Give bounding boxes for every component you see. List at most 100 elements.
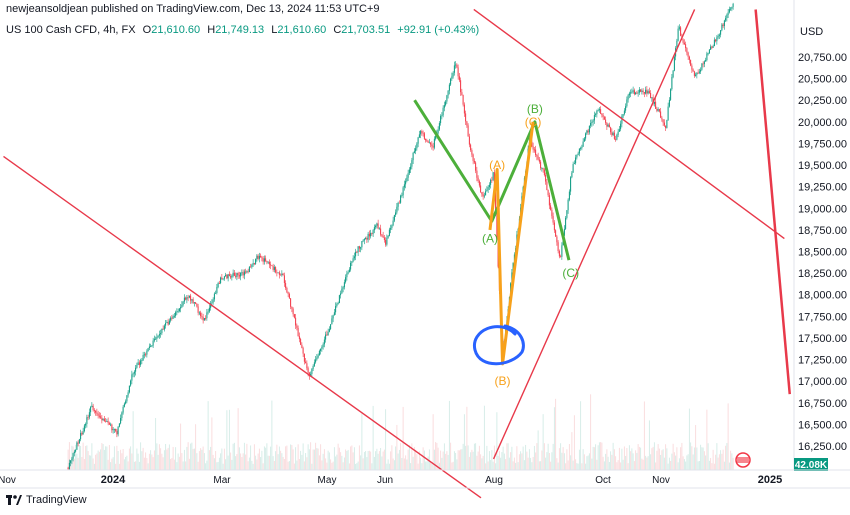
volume-bar: [235, 456, 237, 470]
candle-body: [255, 259, 257, 264]
candle-body: [143, 354, 145, 356]
volume-bar: [428, 449, 430, 470]
volume-bar: [381, 456, 383, 470]
volume-bar: [713, 463, 715, 470]
volume-bar: [532, 457, 534, 470]
volume-bar: [267, 455, 269, 470]
volume-bar: [343, 457, 345, 470]
trend-line[interactable]: [3, 155, 482, 499]
volume-bar: [111, 458, 113, 470]
volume-bar: [442, 451, 444, 470]
candle-body: [270, 264, 272, 266]
symbol-name[interactable]: US 100 Cash CFD, 4h, FX: [6, 24, 136, 36]
trend-line[interactable]: [754, 9, 791, 395]
candle-body: [458, 76, 460, 81]
candle-body: [320, 348, 322, 351]
volume-bar: [152, 457, 154, 470]
candle-body: [250, 266, 252, 268]
candle-body: [452, 72, 454, 77]
green-wave-line[interactable]: [413, 99, 571, 261]
trend-line[interactable]: [473, 8, 785, 240]
volume-bar: [695, 425, 697, 470]
volume-bar: [570, 455, 572, 470]
volume-bar: [116, 445, 118, 470]
candle-body: [247, 271, 249, 273]
candle-body: [723, 20, 725, 27]
volume-bar: [445, 453, 447, 470]
candle-body: [321, 347, 323, 349]
candle-body: [77, 442, 79, 444]
candle-body: [566, 210, 568, 218]
candle-body: [396, 206, 398, 213]
volume-bar: [676, 447, 678, 470]
candle-body: [208, 307, 210, 312]
volume-bar: [530, 457, 532, 470]
volume-bar: [525, 444, 527, 470]
candle-body: [485, 191, 487, 196]
candle-body: [696, 72, 698, 75]
candle-body: [425, 138, 427, 141]
volume-bar: [248, 457, 250, 470]
candle-body: [716, 37, 718, 42]
volume-bar: [386, 463, 388, 470]
volume-bar: [203, 453, 205, 470]
volume-bar: [433, 449, 435, 470]
candle-body: [100, 416, 102, 418]
volume-bar: [455, 452, 457, 470]
volume-bar: [598, 442, 600, 470]
candle-body: [287, 292, 289, 294]
candle-body: [595, 114, 597, 116]
candle-body: [283, 275, 285, 284]
low-label: L: [271, 24, 278, 36]
orange-wave-line[interactable]: [488, 121, 535, 366]
candle-body: [176, 311, 178, 313]
trend-line[interactable]: [492, 9, 696, 460]
volume-bar: [395, 446, 397, 470]
candle-body: [266, 260, 268, 263]
volume-bar: [102, 444, 104, 470]
candle-body: [512, 262, 514, 273]
candle-body: [87, 417, 89, 419]
candle-body: [145, 354, 147, 356]
volume-bar: [625, 455, 627, 470]
candle-body: [687, 52, 689, 57]
volume-bar: [341, 455, 343, 470]
candle-body: [325, 334, 327, 340]
volume-bar: [465, 445, 467, 470]
candle-body: [112, 429, 114, 431]
volume-bar: [662, 449, 664, 470]
volume-bar: [666, 448, 668, 470]
volume-bar: [261, 450, 263, 470]
candle-body: [466, 121, 468, 126]
highlight-circle[interactable]: [473, 324, 525, 366]
volume-bar: [192, 448, 194, 470]
candle-body: [350, 262, 352, 270]
volume-bar: [322, 453, 324, 470]
volume-bar: [372, 405, 374, 470]
candle-body: [300, 339, 302, 345]
currency-label[interactable]: USD: [800, 26, 823, 38]
volume-bar: [516, 446, 518, 470]
volume-bar: [616, 462, 618, 470]
candle-body: [105, 421, 107, 423]
candle-body: [598, 109, 600, 111]
candle-body: [106, 421, 108, 422]
candle-body: [326, 334, 328, 336]
volume-bar: [365, 450, 367, 470]
candle-body: [76, 442, 78, 450]
candle-body: [482, 194, 484, 197]
volume-bar: [121, 453, 123, 470]
candle-body: [670, 89, 672, 100]
volume-bar: [618, 447, 620, 470]
volume-bar: [245, 454, 247, 470]
tradingview-brand[interactable]: TradingView: [6, 494, 87, 506]
candle-body: [721, 24, 723, 31]
candle-body: [141, 360, 143, 361]
candle-body: [173, 315, 175, 317]
volume-bar: [370, 451, 372, 470]
y-tick-label: 19,500.00: [798, 160, 847, 172]
candle-body: [405, 181, 407, 185]
candle-body: [542, 168, 544, 170]
volume-bar: [646, 457, 648, 470]
